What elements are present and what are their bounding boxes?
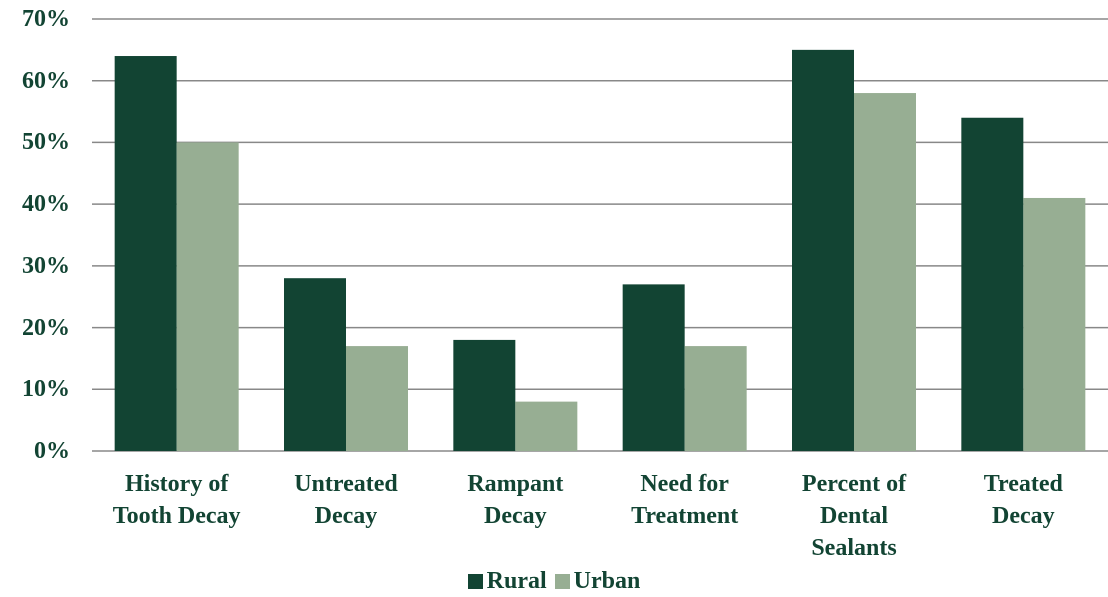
x-tick-label: History of Tooth Decay <box>112 471 241 529</box>
bar <box>114 56 177 452</box>
legend-item: Rural <box>467 566 547 596</box>
y-tick-label: 10% <box>22 376 70 403</box>
y-tick-label: 70% <box>22 6 70 32</box>
bar <box>453 339 516 451</box>
bar <box>515 401 578 451</box>
y-tick-label: 60% <box>22 67 70 94</box>
bar <box>684 346 747 451</box>
x-tick-label: Percent of Dental Sealants <box>801 471 907 561</box>
legend-label: Rural <box>486 568 547 594</box>
legend-item: Urban <box>554 566 641 596</box>
x-tick-label: Need for Treatment <box>631 471 739 529</box>
x-tick-label: Treated Decay <box>983 471 1063 529</box>
legend-swatch <box>467 573 483 589</box>
bar <box>1023 197 1086 451</box>
y-tick-label: 50% <box>22 129 70 156</box>
bar <box>961 117 1024 451</box>
bar <box>346 346 408 451</box>
y-tick-label: 20% <box>22 314 70 341</box>
bar <box>854 93 916 452</box>
bar <box>792 49 854 451</box>
legend-swatch <box>554 573 570 589</box>
x-tick-label: Untreated Decay <box>294 471 398 529</box>
legend: Rural Urban <box>0 566 1108 596</box>
bar <box>622 284 685 451</box>
bar <box>284 278 346 451</box>
y-tick-label: 40% <box>22 191 70 218</box>
x-tick-label: Rampant Decay <box>467 471 564 529</box>
legend-label: Urban <box>573 568 641 594</box>
y-tick-label: 0% <box>34 438 70 464</box>
y-tick-label: 30% <box>22 252 70 279</box>
bar <box>176 142 239 451</box>
